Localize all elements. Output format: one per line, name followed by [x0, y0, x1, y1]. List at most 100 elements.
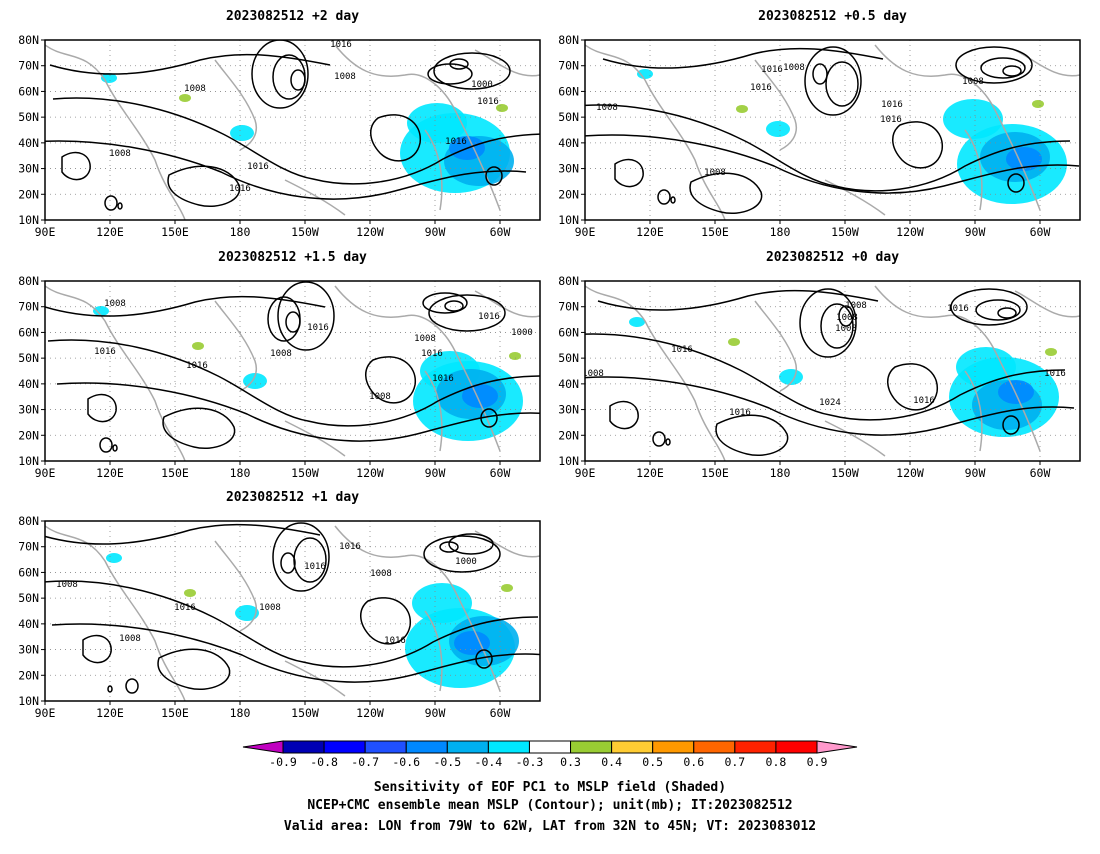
lon-tick-label: 180 — [230, 706, 251, 720]
contour-label: 1008 — [962, 77, 984, 87]
colorbar-swatch — [652, 740, 695, 754]
contour-label: 1016 — [330, 40, 352, 50]
mslp-contours — [45, 281, 540, 453]
contour-label: 1008 — [270, 349, 292, 359]
contour-label: 1024 — [819, 398, 841, 408]
colorbar-label: 0.9 — [807, 755, 828, 769]
colorbar-label: -0.4 — [475, 755, 503, 769]
map-plot-area: 1016 1016 1008 1000 1008 1008 1016 1016 1008 — [45, 521, 540, 701]
panel-title: 2023082512 +0 day — [766, 250, 899, 265]
colorbar-label: 0.8 — [766, 755, 787, 769]
lon-tick-label: 120W — [896, 466, 924, 480]
colorbar-swatch — [364, 740, 407, 754]
panel-frame — [44, 520, 541, 702]
lon-tick-label: 180 — [230, 225, 251, 239]
mslp-contours — [45, 40, 540, 211]
contour-label: 1008 — [334, 72, 356, 82]
lon-tick-label: 90W — [425, 466, 446, 480]
colorbar: -0.9 -0.8 -0.7 -0.6 -0.5 -0.4 -0.3 0.3 0.4 0.5 0.6… — [242, 740, 858, 769]
colorbar-swatch — [775, 740, 818, 754]
lat-tick-label: 60N — [558, 325, 579, 339]
contour-label: 1000 — [471, 80, 493, 90]
lat-tick-label: 40N — [18, 617, 39, 631]
footer-line-2: NCEP+CMC ensemble mean MSLP (Contour); u… — [307, 798, 792, 813]
lat-tick-label: 10N — [18, 694, 39, 708]
contour-label: 1008 — [370, 569, 392, 579]
lon-tick-label: 180 — [230, 466, 251, 480]
contour-label: 1016 — [307, 323, 329, 333]
colorbar-label: -0.3 — [516, 755, 544, 769]
lon-tick-label: 60W — [490, 466, 511, 480]
lat-tick-label: 10N — [558, 454, 579, 468]
contour-label: 1016 — [384, 636, 406, 646]
lon-tick-label: 120E — [636, 466, 664, 480]
lon-tick-label: 180 — [770, 466, 791, 480]
lat-tick-label: 80N — [18, 33, 39, 47]
lat-tick-label: 10N — [18, 213, 39, 227]
colorbar-swatch — [611, 740, 654, 754]
contour-label: 1008 — [783, 63, 805, 73]
lon-tick-label: 60W — [490, 706, 511, 720]
colorbar-swatch — [734, 740, 777, 754]
lat-tick-label: 30N — [18, 403, 39, 417]
lat-tick-label: 30N — [18, 162, 39, 176]
contour-label: 1016 — [339, 542, 361, 552]
mslp-contours — [45, 522, 540, 694]
lon-tick-label: 150W — [831, 466, 859, 480]
colorbar-label: -0.8 — [310, 755, 338, 769]
lat-tick-label: 40N — [18, 377, 39, 391]
coastlines — [45, 525, 540, 701]
lon-tick-label: 150E — [161, 706, 189, 720]
lat-tick-label: 70N — [558, 300, 579, 314]
panel-title: 2023082512 +2 day — [226, 9, 359, 24]
contour-label: 1000 — [511, 328, 533, 338]
colorbar-label: -0.6 — [392, 755, 420, 769]
lon-tick-label: 150E — [701, 466, 729, 480]
colorbar-swatch — [405, 740, 448, 754]
lon-tick-label: 120E — [96, 466, 124, 480]
coastlines — [585, 285, 1080, 461]
contour-label: 1016 — [186, 361, 208, 371]
lat-tick-label: 20N — [18, 187, 39, 201]
lat-tick-label: 70N — [18, 540, 39, 554]
lon-tick-label: 90W — [965, 466, 986, 480]
panel-frame — [584, 280, 1081, 462]
lon-tick-label: 150W — [291, 706, 319, 720]
contour-label: 1016 — [750, 83, 772, 93]
lon-tick-label: 90E — [35, 466, 56, 480]
lon-tick-label: 150E — [701, 225, 729, 239]
colorbar-label: 0.3 — [560, 755, 581, 769]
contour-label: 1016 — [671, 345, 693, 355]
lon-tick-label: 150E — [161, 466, 189, 480]
lon-tick-label: 120E — [636, 225, 664, 239]
lat-tick-label: 10N — [18, 454, 39, 468]
contour-label: 1016 — [94, 347, 116, 357]
lon-tick-label: 150W — [291, 225, 319, 239]
lat-tick-label: 50N — [18, 351, 39, 365]
lon-tick-label: 120E — [96, 225, 124, 239]
lat-tick-label: 30N — [558, 403, 579, 417]
colorbar-swatch — [570, 740, 613, 754]
contour-label: 1016 — [913, 396, 935, 406]
lon-tick-label: 120W — [356, 225, 384, 239]
lat-tick-label: 50N — [558, 110, 579, 124]
contour-label: 1008 — [414, 334, 436, 344]
lon-tick-label: 120W — [356, 706, 384, 720]
lon-tick-label: 150W — [291, 466, 319, 480]
lon-tick-label: 120E — [96, 706, 124, 720]
contour-label: 1008 — [56, 580, 78, 590]
mslp-contours — [585, 288, 1075, 456]
contour-label: 1008 — [845, 301, 867, 311]
colorbar-swatch — [323, 740, 366, 754]
lat-tick-label: 30N — [558, 162, 579, 176]
contour-label: 1016 — [761, 65, 783, 75]
panel-title: 2023082512 +1 day — [226, 490, 359, 505]
colorbar-swatch — [693, 740, 736, 754]
panel-title: 2023082512 +0.5 day — [758, 9, 907, 24]
panel-frame — [44, 39, 541, 221]
lon-tick-label: 150W — [831, 225, 859, 239]
panel-frame — [44, 280, 541, 462]
colorbar-label: -0.9 — [269, 755, 297, 769]
contour-label: 1016 — [445, 137, 467, 147]
